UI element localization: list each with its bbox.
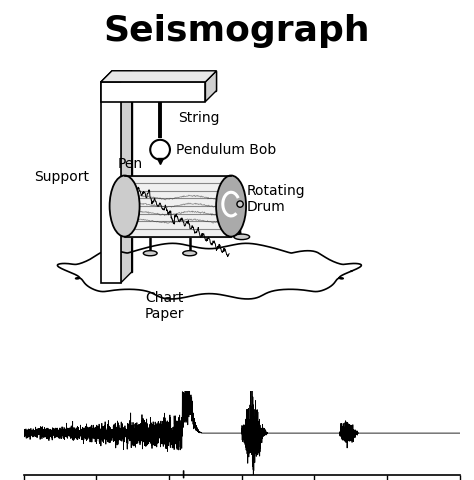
Polygon shape [101,83,121,283]
Polygon shape [101,83,205,102]
Text: Pen: Pen [117,156,142,170]
Circle shape [150,141,170,160]
Circle shape [237,202,243,208]
Polygon shape [112,72,132,272]
Text: Seismograph: Seismograph [104,14,370,48]
Polygon shape [121,72,132,283]
Ellipse shape [234,235,250,240]
Polygon shape [125,176,231,237]
Text: String: String [178,111,219,125]
Text: Rotating
Drum: Rotating Drum [247,184,305,214]
Polygon shape [205,72,217,102]
Ellipse shape [216,176,246,237]
Text: Chart
Paper: Chart Paper [144,290,184,321]
Text: Pendulum Bob: Pendulum Bob [176,143,276,156]
Ellipse shape [183,251,197,256]
Polygon shape [101,72,132,83]
Ellipse shape [143,251,157,256]
Polygon shape [101,72,217,83]
Ellipse shape [109,176,139,237]
Text: Support: Support [34,170,89,184]
Polygon shape [112,72,217,91]
